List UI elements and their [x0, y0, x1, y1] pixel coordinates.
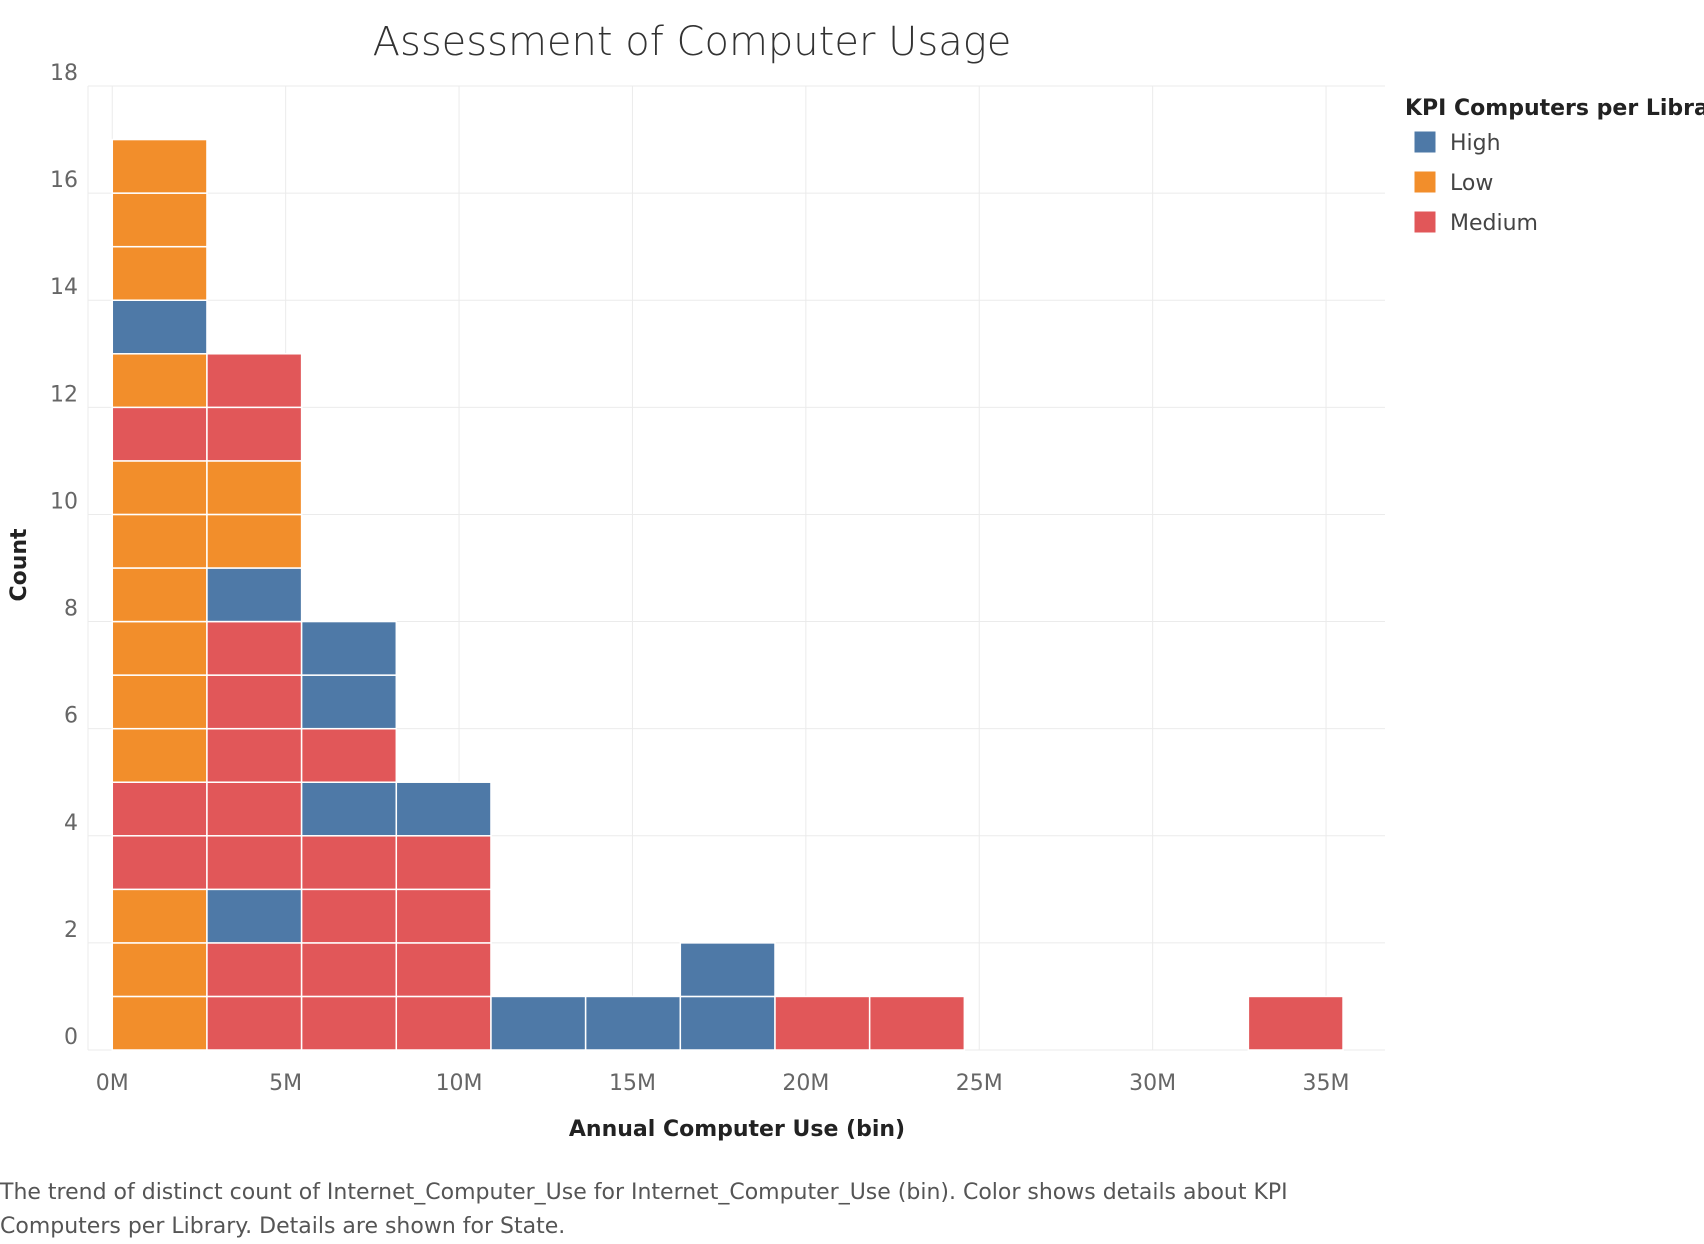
bar-segment-high[interactable]	[300, 620, 398, 676]
x-tick-label: 35M	[1303, 1071, 1350, 1096]
bar-segment-medium[interactable]	[206, 674, 303, 730]
bar-segment-medium[interactable]	[868, 995, 966, 1051]
bar-segment-medium[interactable]	[395, 888, 492, 944]
bar-segment-medium[interactable]	[300, 995, 398, 1051]
bar-segment-medium[interactable]	[395, 995, 492, 1051]
bar-segment-low[interactable]	[111, 995, 208, 1051]
bar-segment-medium[interactable]	[774, 995, 871, 1051]
bar-segment-low[interactable]	[111, 460, 208, 516]
bar-segment-medium[interactable]	[206, 835, 303, 891]
chart-title: Assessment of Computer Usage	[373, 19, 1012, 65]
bar-segment-high[interactable]	[300, 674, 398, 730]
x-tick-label: 10M	[436, 1071, 483, 1096]
bar-segment-medium[interactable]	[300, 835, 398, 891]
bar-segment-medium[interactable]	[111, 406, 208, 462]
y-tick-label: 12	[50, 382, 78, 407]
bar-segment-low[interactable]	[206, 513, 303, 569]
bar-segment-low[interactable]	[111, 888, 208, 944]
legend-label-low[interactable]: Low	[1450, 171, 1493, 196]
bar-segment-medium[interactable]	[206, 942, 303, 998]
x-axis-title: Annual Computer Use (bin)	[569, 1117, 905, 1142]
bar-segment-low[interactable]	[111, 727, 208, 783]
bar-segment-medium[interactable]	[206, 406, 303, 462]
y-tick-label: 6	[64, 704, 78, 729]
y-tick-label: 10	[50, 489, 78, 514]
legend-label-high[interactable]: High	[1450, 131, 1501, 156]
y-tick-label: 18	[50, 61, 78, 86]
bar-segment-low[interactable]	[111, 942, 208, 998]
bar-segment-low[interactable]	[111, 674, 208, 730]
x-tick-label: 15M	[609, 1071, 656, 1096]
bar-segment-medium[interactable]	[111, 835, 208, 891]
y-tick-label: 0	[64, 1025, 78, 1050]
y-tick-label: 8	[64, 597, 78, 622]
legend-swatch-low[interactable]	[1413, 170, 1437, 194]
legend: High Low Medium	[1413, 130, 1538, 236]
legend-label-medium[interactable]: Medium	[1450, 211, 1538, 236]
bar-segment-low[interactable]	[111, 353, 208, 409]
bar-segment-medium[interactable]	[1247, 995, 1344, 1051]
bar-segment-medium[interactable]	[206, 781, 303, 837]
bar-segment-medium[interactable]	[395, 942, 492, 998]
bar-segment-medium[interactable]	[206, 620, 303, 676]
x-tick-label: 30M	[1129, 1071, 1176, 1096]
legend-title: KPI Computers per Library	[1405, 96, 1704, 121]
bar-segment-medium[interactable]	[300, 727, 398, 783]
bars	[111, 138, 1344, 1051]
bar-segment-high[interactable]	[206, 567, 303, 623]
bar-segment-high[interactable]	[490, 995, 587, 1051]
bar-segment-medium[interactable]	[300, 942, 398, 998]
y-tick-label: 14	[50, 275, 78, 300]
y-tick-label: 4	[64, 811, 78, 836]
bar-segment-low[interactable]	[206, 460, 303, 516]
y-axis-title: Count	[7, 528, 32, 602]
y-tick-label: 16	[50, 168, 78, 193]
bar-segment-low[interactable]	[111, 138, 208, 194]
x-axis-ticks: 0M 5M 10M 15M 20M 25M 30M 35M	[96, 1071, 1350, 1096]
bar-segment-medium[interactable]	[206, 353, 303, 409]
x-tick-label: 20M	[782, 1071, 829, 1096]
bar-segment-low[interactable]	[111, 620, 208, 676]
bar-segment-medium[interactable]	[300, 888, 398, 944]
y-axis-ticks: 0 2 4 6 8 10 12 14 16 18	[50, 61, 78, 1050]
bar-segment-low[interactable]	[111, 192, 208, 248]
bar-segment-high[interactable]	[679, 995, 776, 1051]
bar-segment-high[interactable]	[395, 781, 492, 837]
x-tick-label: 0M	[96, 1071, 129, 1096]
bar-segment-high[interactable]	[206, 888, 303, 944]
bar-segment-low[interactable]	[111, 245, 208, 301]
bar-segment-high[interactable]	[584, 995, 682, 1051]
bar-segment-medium[interactable]	[206, 995, 303, 1051]
bar-segment-low[interactable]	[111, 513, 208, 569]
bar-segment-medium[interactable]	[206, 727, 303, 783]
bar-segment-medium[interactable]	[395, 835, 492, 891]
bar-segment-high[interactable]	[300, 781, 398, 837]
bar-segment-medium[interactable]	[111, 781, 208, 837]
legend-swatch-high[interactable]	[1413, 130, 1437, 154]
y-tick-label: 2	[64, 918, 78, 943]
bar-segment-high[interactable]	[111, 299, 208, 355]
legend-swatch-medium[interactable]	[1413, 210, 1437, 234]
x-tick-label: 5M	[269, 1071, 302, 1096]
bar-segment-high[interactable]	[679, 942, 776, 998]
bar-segment-low[interactable]	[111, 567, 208, 623]
chart-caption: The trend of distinct count of Internet_…	[0, 1180, 1288, 1239]
x-tick-label: 25M	[956, 1071, 1003, 1096]
